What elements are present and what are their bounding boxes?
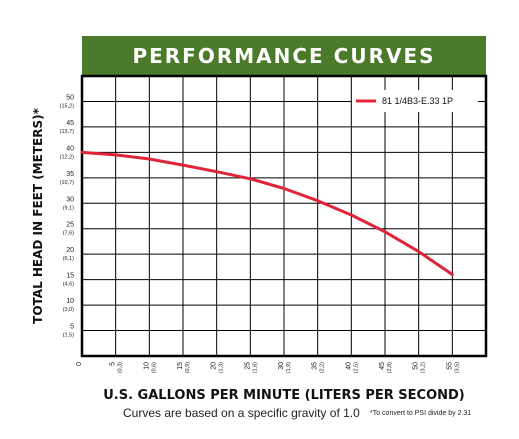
- x-tick-label: 5: [110, 362, 117, 366]
- legend-box: [352, 90, 478, 112]
- y-tick-sublabel: (9,1): [63, 205, 74, 211]
- x-tick-label: 50: [413, 362, 420, 370]
- x-tick-label: 0: [76, 362, 83, 366]
- x-tick-label: 35: [312, 362, 319, 370]
- x-tick-sublabel: (0,6): [151, 362, 157, 373]
- chart-banner: PERFORMANCE CURVES: [82, 36, 486, 76]
- x-tick-label: 25: [244, 362, 251, 370]
- x-tick-sublabel: (3,2): [421, 362, 427, 373]
- plot-frame: [80, 74, 488, 358]
- y-tick-label: 40: [66, 145, 74, 152]
- footnote-specific-gravity: Curves are based on a specific gravity o…: [123, 406, 360, 420]
- y-axis-title: TOTAL HEAD IN FEET (METERS)*: [31, 107, 45, 323]
- y-tick-label: 10: [66, 298, 74, 305]
- y-tick-sublabel: (7,6): [63, 231, 74, 237]
- x-tick-label: 30: [278, 362, 285, 370]
- y-tick-sublabel: (3,0): [63, 307, 74, 313]
- x-tick-sublabel: (3,5): [454, 362, 460, 373]
- x-tick-sublabel: (0,9): [185, 362, 191, 373]
- x-tick-label: 45: [379, 362, 386, 370]
- y-tick-sublabel: (13,7): [60, 129, 75, 135]
- y-tick-label: 50: [66, 94, 74, 101]
- x-tick-label: 10: [143, 362, 150, 370]
- y-tick-label: 25: [66, 222, 74, 229]
- series-line: [80, 150, 454, 276]
- y-tick-label: 45: [66, 120, 74, 127]
- y-tick-label: 35: [66, 171, 74, 178]
- y-tick-sublabel: (10,7): [60, 180, 75, 186]
- x-tick-sublabel: (1,9): [286, 362, 292, 373]
- x-tick-label: 40: [345, 362, 352, 370]
- x-tick-label: 15: [177, 362, 184, 370]
- x-tick-sublabel: (2,2): [320, 362, 326, 373]
- x-tick-sublabel: (1,3): [219, 362, 225, 373]
- x-tick-label: 55: [446, 362, 453, 370]
- y-tick-sublabel: (12,2): [60, 154, 75, 160]
- x-tick-sublabel: (0,3): [118, 362, 124, 373]
- y-tick-sublabel: (1,5): [63, 333, 74, 339]
- x-tick-sublabel: (2,8): [387, 362, 393, 373]
- y-tick-label: 20: [66, 247, 74, 254]
- y-tick-sublabel: (15,2): [60, 103, 75, 109]
- y-tick-label: 15: [66, 273, 74, 280]
- y-tick-label: 5: [70, 324, 74, 331]
- x-axis-title: U.S. GALLONS PER MINUTE (LITERS PER SECO…: [103, 388, 465, 403]
- x-tick-label: 20: [211, 362, 218, 370]
- x-tick-sublabel: (2,5): [353, 362, 359, 373]
- legend-label: 81 1/4B3-E.33 1P: [382, 96, 453, 106]
- y-tick-label: 30: [66, 196, 74, 203]
- y-tick-sublabel: (6,1): [63, 256, 74, 262]
- footnote-psi-conversion: *To convert to PSI divide by 2.31: [370, 410, 472, 417]
- x-tick-sublabel: (1,6): [252, 362, 258, 373]
- banner-title: PERFORMANCE CURVES: [132, 44, 436, 68]
- y-tick-sublabel: (4,6): [63, 282, 74, 288]
